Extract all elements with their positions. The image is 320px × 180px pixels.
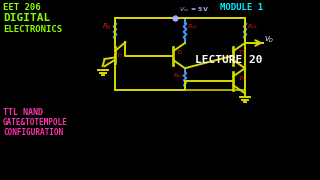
- Text: $T_1$: $T_1$: [116, 51, 124, 60]
- Text: $T_5$: $T_5$: [238, 74, 246, 83]
- Text: $R_{e2}$: $R_{e2}$: [173, 71, 184, 80]
- Text: GATE&TOTEMPOLE: GATE&TOTEMPOLE: [3, 118, 68, 127]
- Text: $R_b$: $R_b$: [102, 21, 112, 32]
- Text: $R_{c2}$: $R_{c2}$: [187, 22, 198, 31]
- Text: LECTURE 20: LECTURE 20: [195, 55, 262, 65]
- Text: EET 206: EET 206: [3, 3, 41, 12]
- Text: DIGITAL: DIGITAL: [3, 13, 50, 23]
- Text: $T_2$: $T_2$: [176, 49, 184, 57]
- Text: ELECTRONICS: ELECTRONICS: [3, 25, 62, 34]
- Text: $V_D$: $V_D$: [264, 35, 274, 45]
- Text: $R_{c3}$: $R_{c3}$: [247, 22, 258, 31]
- Text: $T_3$: $T_3$: [238, 49, 246, 57]
- Text: CONFIGURATION: CONFIGURATION: [3, 128, 63, 137]
- Text: TTL NAND: TTL NAND: [3, 108, 43, 117]
- Text: MODULE 1: MODULE 1: [220, 3, 263, 12]
- Text: $V_{cc}$ = 5V: $V_{cc}$ = 5V: [179, 5, 209, 14]
